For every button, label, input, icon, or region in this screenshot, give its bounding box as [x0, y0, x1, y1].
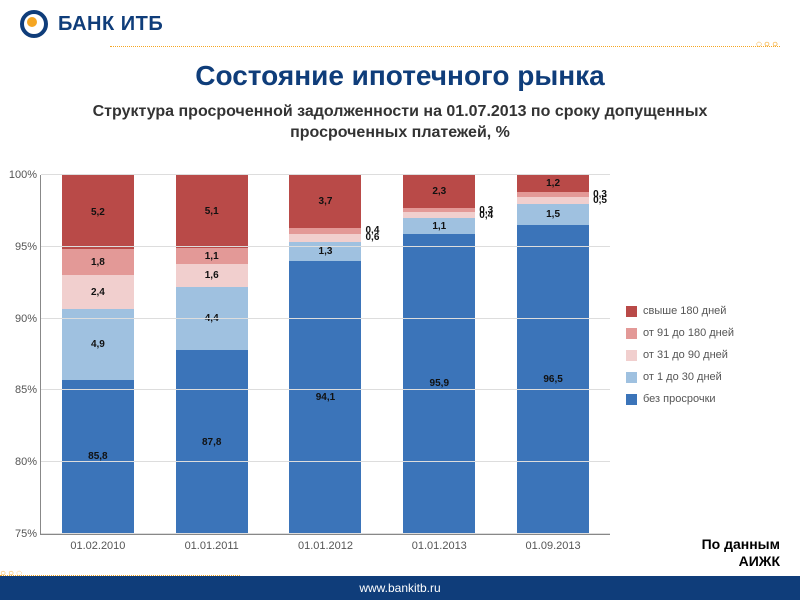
bar-value-label: 5,2: [91, 207, 105, 218]
chart-xtick: 01.09.2013: [526, 540, 581, 552]
legend-swatch: [626, 350, 637, 361]
bar-value-label: 0,5: [593, 195, 607, 206]
chart-plot-area: 5,21,82,44,985,801.02.20105,11,11,64,487…: [40, 175, 610, 535]
bank-logo-icon: [20, 10, 48, 38]
bar-segment: 1,1: [176, 248, 248, 264]
chart-bars: 5,21,82,44,985,801.02.20105,11,11,64,487…: [41, 175, 610, 534]
bar-segment: 1,8: [62, 249, 134, 275]
legend-item: без просрочки: [626, 393, 760, 405]
slide-title: Состояние ипотечного рынка: [40, 60, 760, 92]
legend-label: свыше 180 дней: [643, 305, 726, 317]
chart-gridline: [41, 174, 610, 175]
chart-ytick: 100%: [0, 169, 37, 181]
legend-item: от 91 до 180 дней: [626, 327, 760, 339]
bar-segment: 3,7: [289, 175, 361, 228]
chart-gridline: [41, 461, 610, 462]
footer-url: www.bankitb.ru: [0, 576, 800, 600]
header: БАНК ИТБ: [0, 0, 800, 44]
bar-segment: 5,2: [62, 175, 134, 249]
chart-ytick: 95%: [0, 241, 37, 253]
bar-value-label: 96,5: [543, 374, 562, 385]
bar-column: 3,70,40,61,394,101.01.2012: [289, 175, 361, 534]
bar-value-label: 0,4: [479, 210, 493, 221]
bar-value-label: 87,8: [202, 437, 221, 448]
bar-column: 2,30,30,41,195,901.01.2013: [403, 175, 475, 534]
chart-ytick: 90%: [0, 313, 37, 325]
footer-bar: www.bankitb.ru: [0, 576, 800, 600]
decor-line-top: [110, 46, 780, 48]
legend-label: от 31 до 90 дней: [643, 349, 728, 361]
bar-value-label: 2,4: [91, 287, 105, 298]
bar-value-label: 4,9: [91, 339, 105, 350]
bar-value-label: 4,4: [205, 313, 219, 324]
chart-gridline: [41, 533, 610, 534]
bar-segment: 4,4: [176, 287, 248, 350]
legend-swatch: [626, 306, 637, 317]
legend-item: от 1 до 30 дней: [626, 371, 760, 383]
legend-swatch: [626, 328, 637, 339]
bar-segment: 4,9: [62, 309, 134, 379]
bar-value-label: 1,8: [91, 257, 105, 268]
chart-xtick: 01.01.2013: [412, 540, 467, 552]
slide-subtitle: Структура просроченной задолженности на …: [50, 102, 750, 144]
chart-xtick: 01.01.2011: [185, 540, 239, 552]
bar-segment: 87,8: [176, 350, 248, 534]
bar-column: 5,21,82,44,985,801.02.2010: [62, 175, 134, 534]
bar-segment: 0,5: [517, 197, 589, 204]
bar-value-label: 1,1: [205, 251, 219, 262]
bar-value-label: 5,1: [205, 206, 219, 217]
chart-xtick: 01.02.2010: [70, 540, 125, 552]
source-line-2: АИЖК: [739, 553, 780, 569]
bar-value-label: 2,3: [432, 186, 446, 197]
bar-segment: 94,1: [289, 261, 361, 534]
bar-value-label: 3,7: [319, 196, 333, 207]
legend-swatch: [626, 372, 637, 383]
data-source: По данным АИЖК: [702, 536, 780, 570]
bank-name: БАНК ИТБ: [58, 13, 163, 36]
legend-label: без просрочки: [643, 393, 716, 405]
bar-value-label: 1,5: [546, 209, 560, 220]
bar-segment: 2,3: [403, 175, 475, 208]
bar-segment: 96,5: [517, 225, 589, 534]
bar-segment: 1,2: [517, 175, 589, 192]
chart-gridline: [41, 246, 610, 247]
bar-segment: 0,6: [289, 234, 361, 243]
chart-gridline: [41, 318, 610, 319]
bar-value-label: 1,3: [319, 246, 333, 257]
bar-value-label: 1,2: [546, 178, 560, 189]
bar-segment: 95,9: [403, 234, 475, 534]
bar-segment: 2,4: [62, 275, 134, 309]
chart-legend: свыше 180 дней от 91 до 180 дней от 31 до …: [610, 175, 760, 535]
chart-ytick: 80%: [0, 456, 37, 468]
chart-gridline: [41, 389, 610, 390]
legend-swatch: [626, 394, 637, 405]
bar-value-label: 1,6: [205, 270, 219, 281]
bar-segment: 1,5: [517, 204, 589, 226]
bar-value-label: 0,6: [365, 232, 379, 243]
bar-value-label: 1,1: [432, 221, 446, 232]
chart-ytick: 85%: [0, 384, 37, 396]
chart-ytick: 75%: [0, 528, 37, 540]
legend-label: от 91 до 180 дней: [643, 327, 734, 339]
source-line-1: По данным: [702, 536, 780, 552]
legend-label: от 1 до 30 дней: [643, 371, 722, 383]
bar-segment: 1,1: [403, 218, 475, 234]
bar-value-label: 95,9: [430, 378, 449, 389]
legend-item: свыше 180 дней: [626, 305, 760, 317]
bar-column: 5,11,11,64,487,801.01.2011: [176, 175, 248, 534]
bar-value-label: 94,1: [316, 392, 335, 403]
bar-segment: 1,6: [176, 264, 248, 287]
bar-segment: 5,1: [176, 175, 248, 248]
chart-xtick: 01.01.2012: [298, 540, 353, 552]
stacked-bar-chart: 5,21,82,44,985,801.02.20105,11,11,64,487…: [40, 175, 760, 535]
bar-segment: 85,8: [62, 380, 134, 534]
bar-column: 1,20,30,51,596,501.09.2013: [517, 175, 589, 534]
legend-item: от 31 до 90 дней: [626, 349, 760, 361]
